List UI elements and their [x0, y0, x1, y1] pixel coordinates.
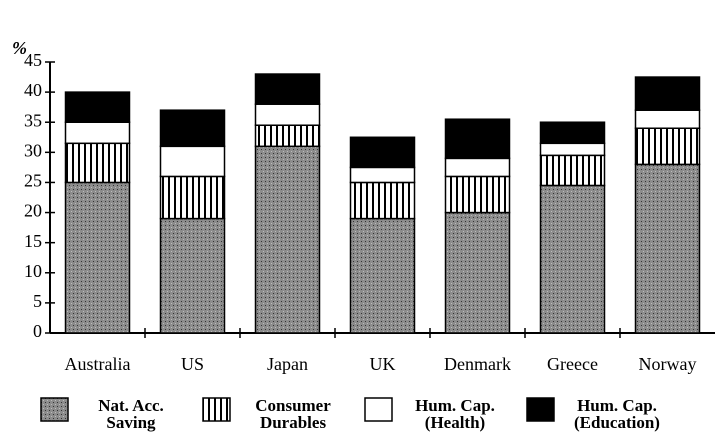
bar-segment [539, 121, 606, 145]
bar-segment [64, 91, 131, 123]
legend-swatch [364, 397, 393, 422]
bar-segment [539, 142, 606, 157]
x-tick-label: Denmark [444, 354, 511, 374]
x-tick-label: Japan [267, 354, 308, 374]
bar-segment [349, 217, 416, 334]
bar-segment [349, 136, 416, 169]
bar-segment [444, 157, 511, 178]
y-axis-label: % [12, 38, 27, 58]
bar-segment [254, 103, 321, 126]
bar-segment [444, 211, 511, 334]
bar-segment [159, 217, 226, 334]
legend-swatch [202, 397, 231, 422]
bar-segment [64, 121, 131, 145]
y-tick-label: 30 [24, 140, 42, 160]
legend-item: Hum. Cap. (Health) [364, 397, 510, 447]
bar-segment [634, 76, 701, 111]
bar-segment [159, 145, 226, 178]
bar-segment [539, 184, 606, 334]
bar-segment [634, 127, 701, 166]
legend-label: Hum. Cap. (Health) [415, 396, 495, 432]
x-tick-label: Australia [65, 354, 131, 374]
legend-swatch [526, 397, 555, 422]
bar-segment [64, 181, 131, 334]
bar-segment [444, 118, 511, 160]
x-tick-label: US [181, 354, 204, 374]
x-tick-label: UK [370, 354, 396, 374]
legend-item: Nat. Acc. Saving [40, 397, 186, 447]
y-tick-label: 5 [33, 291, 42, 311]
bar-segment [539, 154, 606, 187]
y-tick-label: 10 [24, 261, 42, 281]
y-tick-label: 45 [24, 50, 42, 70]
bar-segment [444, 175, 511, 214]
y-tick-label: 15 [24, 231, 42, 251]
bar-segment [64, 142, 131, 184]
x-tick-label: Norway [639, 354, 697, 374]
bar-segment [254, 124, 321, 148]
bar-segment [349, 166, 416, 184]
y-tick-label: 25 [24, 171, 42, 191]
legend-label: Nat. Acc. Saving [98, 396, 164, 432]
x-tick-label: Greece [547, 354, 598, 374]
y-tick-label: 0 [33, 321, 42, 341]
y-tick-label: 35 [24, 110, 42, 130]
legend-swatch [40, 397, 69, 422]
legend-item: Consumer Durables [202, 397, 348, 447]
legend: Nat. Acc. Saving Consumer Durables Hum. Ca… [40, 397, 720, 447]
y-tick-label: 40 [24, 80, 42, 100]
legend-label: Hum. Cap. (Education) [574, 396, 660, 432]
bar-segment [254, 145, 321, 334]
legend-item: Hum. Cap. (Education) [526, 397, 672, 447]
bar-segment [349, 181, 416, 220]
bar-segment [159, 175, 226, 220]
legend-label: Consumer Durables [255, 396, 331, 432]
bar-segment [254, 73, 321, 105]
y-tick-label: 20 [24, 201, 42, 221]
bar-segment [634, 163, 701, 334]
bar-segment [634, 109, 701, 129]
bar-segment [159, 109, 226, 148]
